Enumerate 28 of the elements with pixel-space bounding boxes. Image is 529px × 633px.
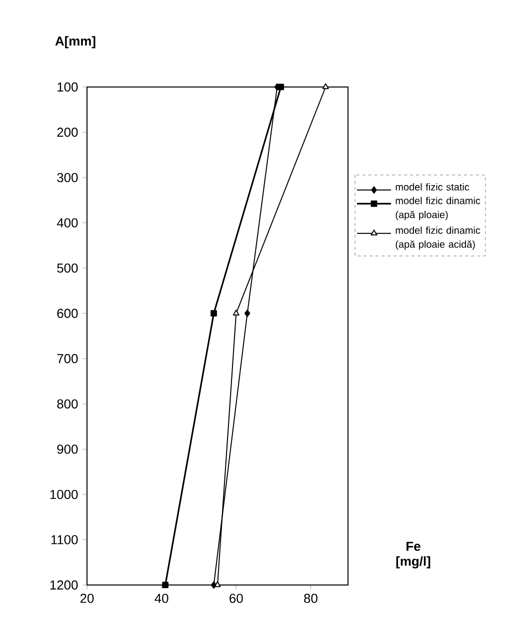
y-tick-label: 1000 <box>50 490 78 500</box>
y-tick-label: 400 <box>56 218 78 228</box>
y-tick-label: 200 <box>57 128 78 137</box>
point <box>244 310 250 318</box>
point <box>232 310 240 316</box>
y-tick-label: 500 <box>57 264 78 273</box>
x-tick-label: 40 <box>154 594 168 603</box>
y-tick-label: 800 <box>57 399 78 408</box>
x-tick-label: 20 <box>80 594 94 603</box>
point <box>322 83 329 90</box>
point <box>162 582 168 588</box>
point <box>214 581 221 588</box>
legend-label: model fizic dinamic (apă ploaie) <box>396 196 480 220</box>
x-tick-label: 60 <box>230 594 243 603</box>
y-tick-label: 1100 <box>51 535 78 544</box>
y-tick-label: 1200 <box>50 580 78 590</box>
legend-label: model fizic static <box>396 183 470 191</box>
x-tick-label: 80 <box>304 594 318 603</box>
point <box>210 310 217 317</box>
y-tick-label: 700 <box>57 354 78 364</box>
x-axis-title: Fe [mg/l] <box>396 542 430 568</box>
y-tick-label: 900 <box>57 444 78 454</box>
y-tick-label: 100 <box>58 82 78 92</box>
y-tick-label: 600 <box>57 308 78 318</box>
y-tick-label: 300 <box>57 172 78 182</box>
point <box>278 84 284 90</box>
legend-label: model fizic dinamic (apă ploaie acidă) <box>396 226 480 250</box>
y-axis-title: A[mm] <box>55 36 96 48</box>
